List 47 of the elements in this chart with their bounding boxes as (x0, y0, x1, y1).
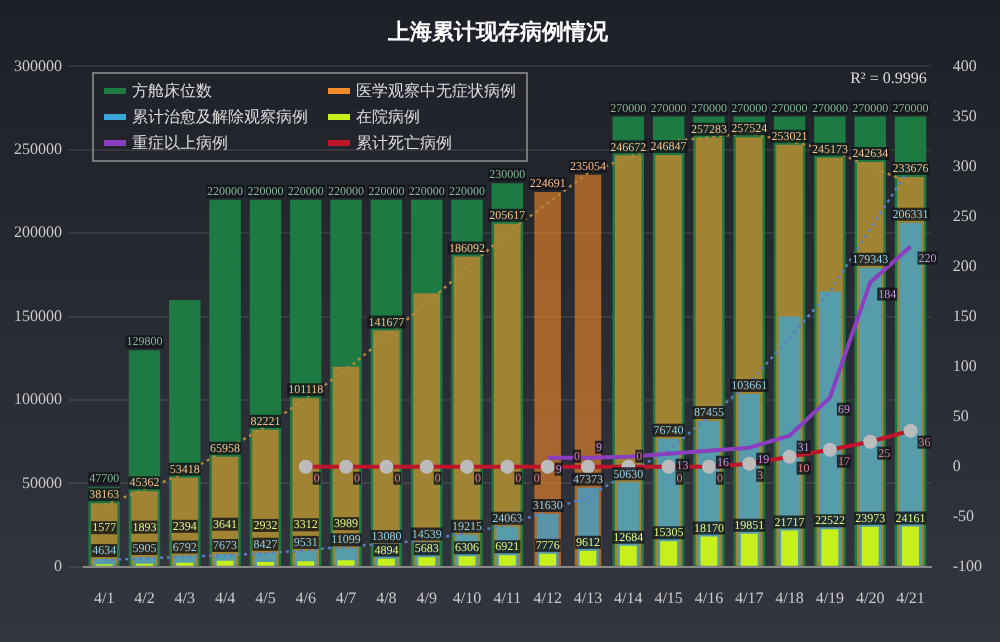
legend-label: 累计治愈及解除观察病例 (132, 106, 308, 128)
y2-tick-label: 100 (952, 356, 977, 375)
legend-label: 方舱床位数 (132, 80, 212, 102)
x-tick-label: 4/15 (654, 588, 683, 607)
y-tick-label: 0 (54, 556, 62, 575)
y2-tick-label: 200 (952, 256, 977, 275)
x-tick-label: 4/2 (134, 588, 155, 607)
y-tick-label: 150000 (14, 306, 62, 325)
annotation: R² = 0.9996 (850, 68, 927, 87)
y-tick-label: 300000 (14, 56, 62, 75)
x-tick-label: 4/13 (573, 588, 603, 607)
x-tick-label: 4/19 (815, 588, 845, 607)
x-tick-label: 4/8 (376, 588, 397, 607)
x-tick-label: 4/4 (214, 588, 236, 607)
x-tick-label: 4/18 (775, 588, 804, 607)
x-tick-label: 4/3 (174, 588, 196, 607)
y2-tick-label: 400 (952, 56, 977, 75)
x-tick-label: 4/16 (694, 588, 724, 607)
chart-title: 上海累计现存病例情况 (386, 18, 610, 45)
legend-label: 累计死亡病例 (356, 132, 452, 154)
y2-tick-label: 250 (952, 206, 977, 225)
x-tick-label: 4/12 (533, 588, 562, 607)
y2-tick-label: 300 (952, 156, 977, 175)
x-tick-label: 4/7 (335, 588, 357, 607)
y2-tick-label: 150 (952, 306, 977, 325)
y2-tick-label: 350 (952, 106, 977, 125)
x-tick-label: 4/20 (855, 588, 885, 607)
legend-label: 在院病例 (356, 106, 420, 128)
y-tick-label: 200000 (14, 223, 62, 242)
x-tick-label: 4/9 (416, 588, 437, 607)
x-tick-label: 4/6 (295, 588, 316, 607)
y2-tick-label: 50 (952, 406, 969, 425)
y2-tick-label: -100 (952, 556, 983, 575)
legend-label: 重症以上病例 (132, 132, 228, 154)
y-tick-label: 50000 (22, 473, 62, 492)
x-tick-label: 4/11 (493, 588, 522, 607)
x-tick-label: 4/5 (255, 588, 276, 607)
y-tick-label: 250000 (14, 139, 62, 158)
y2-tick-label: 0 (952, 456, 961, 475)
x-tick-label: 4/1 (93, 588, 115, 607)
x-tick-label: 4/14 (614, 588, 643, 607)
y-tick-label: 100000 (14, 390, 62, 409)
x-tick-label: 4/10 (452, 588, 482, 607)
y2-tick-label: -50 (952, 506, 975, 525)
x-tick-label: 4/17 (735, 588, 764, 607)
x-tick-label: 4/21 (896, 588, 925, 607)
legend-label: 医学观察中无症状病例 (356, 80, 516, 102)
